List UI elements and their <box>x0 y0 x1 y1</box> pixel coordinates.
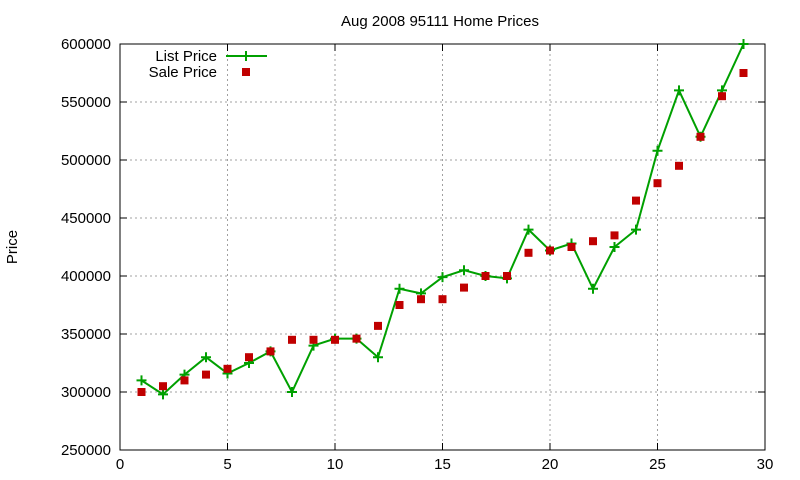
legend-label: Sale Price <box>149 64 217 81</box>
sale-price-point <box>503 272 511 280</box>
y-tick-label: 250000 <box>61 442 111 459</box>
sale-price-point <box>546 246 554 255</box>
sale-price-point <box>374 321 382 330</box>
sale-price-point <box>524 248 533 257</box>
list-price-point <box>394 283 405 294</box>
sale-price-point <box>331 335 339 344</box>
list-price-point <box>523 224 534 235</box>
series <box>136 39 749 400</box>
sale-price-point <box>202 370 210 379</box>
list-price-point <box>136 375 147 386</box>
sale-price-point <box>567 243 576 251</box>
sale-price-point <box>438 295 447 304</box>
list-price-point <box>674 85 684 96</box>
list-price-point <box>588 283 598 294</box>
legend-square-swatch <box>242 68 250 76</box>
sale-price-point <box>159 382 167 391</box>
sale-price-point <box>180 376 189 385</box>
legend-plus-swatch <box>241 51 251 61</box>
y-tick-label: 300000 <box>61 384 111 401</box>
sale-price-point <box>481 272 490 280</box>
sale-price-point <box>417 295 425 304</box>
sale-price-point <box>718 92 726 101</box>
x-tick-label: 30 <box>757 456 774 473</box>
chart-title: Aug 2008 95111 Home Prices <box>341 13 539 30</box>
x-tick-label: 15 <box>434 456 451 473</box>
list-price-point <box>738 39 749 49</box>
sale-price-point <box>696 132 705 141</box>
x-tick-label: 10 <box>327 456 344 473</box>
grid <box>120 44 765 450</box>
x-tick-label: 0 <box>116 456 124 473</box>
sale-price-point <box>653 179 662 188</box>
sale-price-point <box>266 347 275 356</box>
list-price-point <box>437 272 448 283</box>
sale-price-point <box>589 237 597 246</box>
list-price-point <box>459 265 469 276</box>
y-axis-label: Price <box>4 230 21 264</box>
sale-price-point <box>352 334 361 343</box>
sale-price-point <box>675 161 683 170</box>
list-price-point <box>652 145 663 156</box>
y-tick-label: 350000 <box>61 326 111 343</box>
sale-price-point <box>739 69 748 77</box>
x-tick-label: 25 <box>649 456 666 473</box>
y-tick-label: 450000 <box>61 210 111 227</box>
y-tick-label: 600000 <box>61 36 111 53</box>
list-price-point <box>201 352 211 363</box>
list-price-point <box>609 242 620 252</box>
x-tick-label: 5 <box>223 456 231 473</box>
axes: 0 5 10 15 20 25 30 250000 300000 350000 400000 4500… <box>61 36 773 473</box>
y-tick-label: 500000 <box>61 152 111 169</box>
sale-price-point <box>632 196 640 205</box>
sale-price-point <box>460 283 468 292</box>
list-price-point <box>631 224 641 235</box>
sale-price-point <box>288 335 296 344</box>
y-tick-label: 550000 <box>61 94 111 111</box>
list-price-point <box>287 387 297 397</box>
sale-price-point <box>309 335 318 344</box>
sale-price-point <box>137 388 146 396</box>
sale-price-point <box>395 301 404 309</box>
sale-price-point <box>245 353 253 362</box>
sale-price-point <box>223 364 232 373</box>
legend-label: List Price <box>155 48 217 65</box>
y-tick-label: 400000 <box>61 268 111 285</box>
list-price-point <box>158 389 168 400</box>
x-tick-label: 20 <box>542 456 559 473</box>
list-price-point <box>373 352 383 363</box>
sale-price-point <box>610 231 619 240</box>
